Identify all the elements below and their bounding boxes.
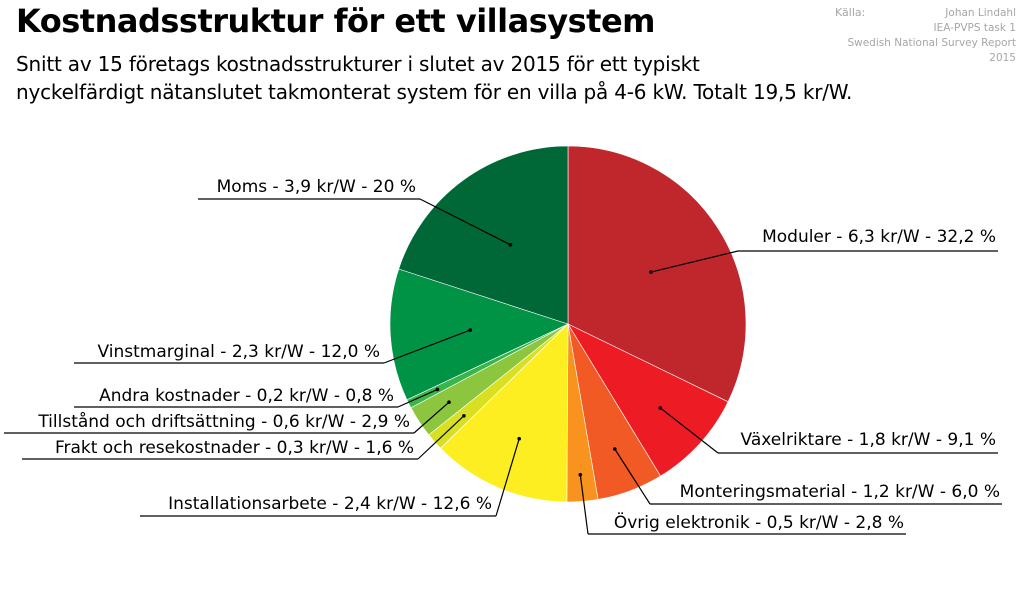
source-line-report: Swedish National Survey Report: [847, 37, 1016, 49]
pie-label-monteringsmaterial: Monteringsmaterial - 1,2 kr/W - 6,0 %: [680, 482, 1000, 502]
pie-labels: Moduler - 6,3 kr/W - 32,2 % Växelriktare …: [37, 177, 1000, 533]
source-credits: Johan Lindahl IEA-PVPS task 1 Swedish Na…: [847, 6, 1016, 66]
source-line-year: 2015: [989, 52, 1016, 64]
pie-slice-moms: [398, 145, 569, 325]
pie-leader-dot-tillstånd-och-driftsättning: [447, 400, 451, 405]
pie-leader-moms: [419, 198, 511, 246]
chart-subtitle-line-1: Snitt av 15 företags kostnadsstrukturer …: [16, 52, 700, 76]
pie-label-andra-kostnader: Andra kostnader - 0,2 kr/W - 0,8 %: [99, 386, 394, 406]
pie-label-frakt-och-resekostnader: Frakt och resekostnader - 0,3 kr/W - 1,6…: [55, 438, 414, 458]
pie-slices: [389, 145, 747, 503]
pie-label-växelriktare: Växelriktare - 1,8 kr/W - 9,1 %: [741, 430, 996, 450]
pie-label-övrig-elektronik: Övrig elektronik - 0,5 kr/W - 2,8 %: [614, 511, 904, 533]
pie-leader-lines: [4, 198, 1002, 535]
pie-leader-moduler: [650, 250, 739, 273]
chart-title: Kostnadsstruktur för ett villasystem: [16, 2, 656, 40]
pie-leader-installationsarbete: [495, 438, 520, 517]
pie-leader-frakt-och-resekostnader: [417, 415, 465, 460]
pie-label-vinstmarginal: Vinstmarginal - 2,3 kr/W - 12,0 %: [98, 342, 380, 362]
pie-leader-dot-moms: [508, 243, 513, 247]
pie-label-installationsarbete: Installationsarbete - 2,4 kr/W - 12,6 %: [168, 494, 492, 514]
pie-leader-dot-moduler: [649, 270, 653, 274]
pie-leader-dot-växelriktare: [658, 406, 662, 410]
pie-label-tillstånd-och-driftsättning: Tillstånd och driftsättning - 0,6 kr/W -…: [37, 411, 410, 432]
pie-leader-monteringsmaterial: [614, 448, 651, 505]
pie-leader-tillstånd-och-driftsättning: [413, 401, 450, 434]
pie-slice-installationsarbete: [440, 323, 569, 503]
pie-slice-vinstmarginal: [389, 268, 569, 401]
pie-slice-växelriktare: [567, 323, 729, 477]
pie-leader-dot-vinstmarginal: [468, 328, 473, 332]
pie-leader-övrig-elektronik: [579, 474, 589, 535]
pie-leader-dot-installationsarbete: [517, 436, 521, 441]
pie-label-moms: Moms - 3,9 kr/W - 20 %: [217, 177, 416, 197]
source-label: Källa:: [835, 6, 866, 19]
pie-leader-växelriktare: [659, 407, 719, 454]
pie-leader-dot-frakt-och-resekostnader: [462, 414, 466, 418]
pie-leader-vinstmarginal: [383, 329, 471, 364]
source-line-task: IEA-PVPS task 1: [933, 22, 1016, 34]
source-line-author: Johan Lindahl: [945, 7, 1016, 19]
pie-leader-dot-monteringsmaterial: [613, 447, 617, 451]
pie-leader-dot-andra-kostnader: [435, 387, 440, 392]
pie-label-moduler: Moduler - 6,3 kr/W - 32,2 %: [762, 227, 996, 247]
pie-slice-moduler: [567, 145, 747, 403]
chart-subtitle-line-2: nyckelfärdigt nätanslutet takmonterat sy…: [16, 80, 853, 104]
pie-leader-andra-kostnader: [397, 388, 438, 408]
pie-leader-dot-övrig-elektronik: [578, 473, 583, 477]
